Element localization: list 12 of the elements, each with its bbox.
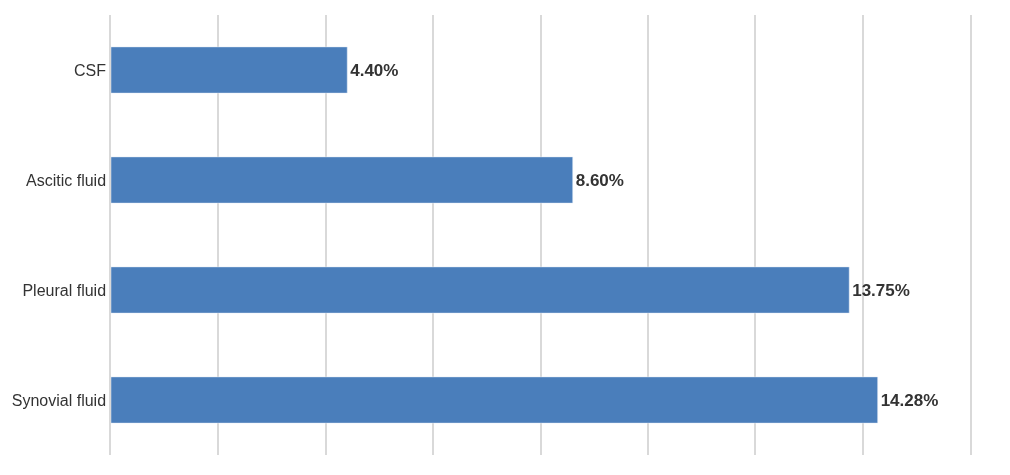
y-tick-label: Synovial fluid [11, 391, 107, 409]
data-label: 8.60% [575, 170, 624, 190]
bar [111, 156, 573, 204]
y-tick-label: CSF [74, 61, 107, 79]
bar [111, 266, 850, 314]
y-tick-label: Pleural fluid [22, 281, 107, 299]
data-label: 4.40% [350, 60, 399, 80]
y-tick-label: Ascitic fluid [26, 171, 107, 189]
bar [111, 46, 348, 94]
data-label: 14.28% [880, 390, 939, 410]
data-label: 13.75% [852, 280, 910, 300]
bar [111, 376, 878, 424]
